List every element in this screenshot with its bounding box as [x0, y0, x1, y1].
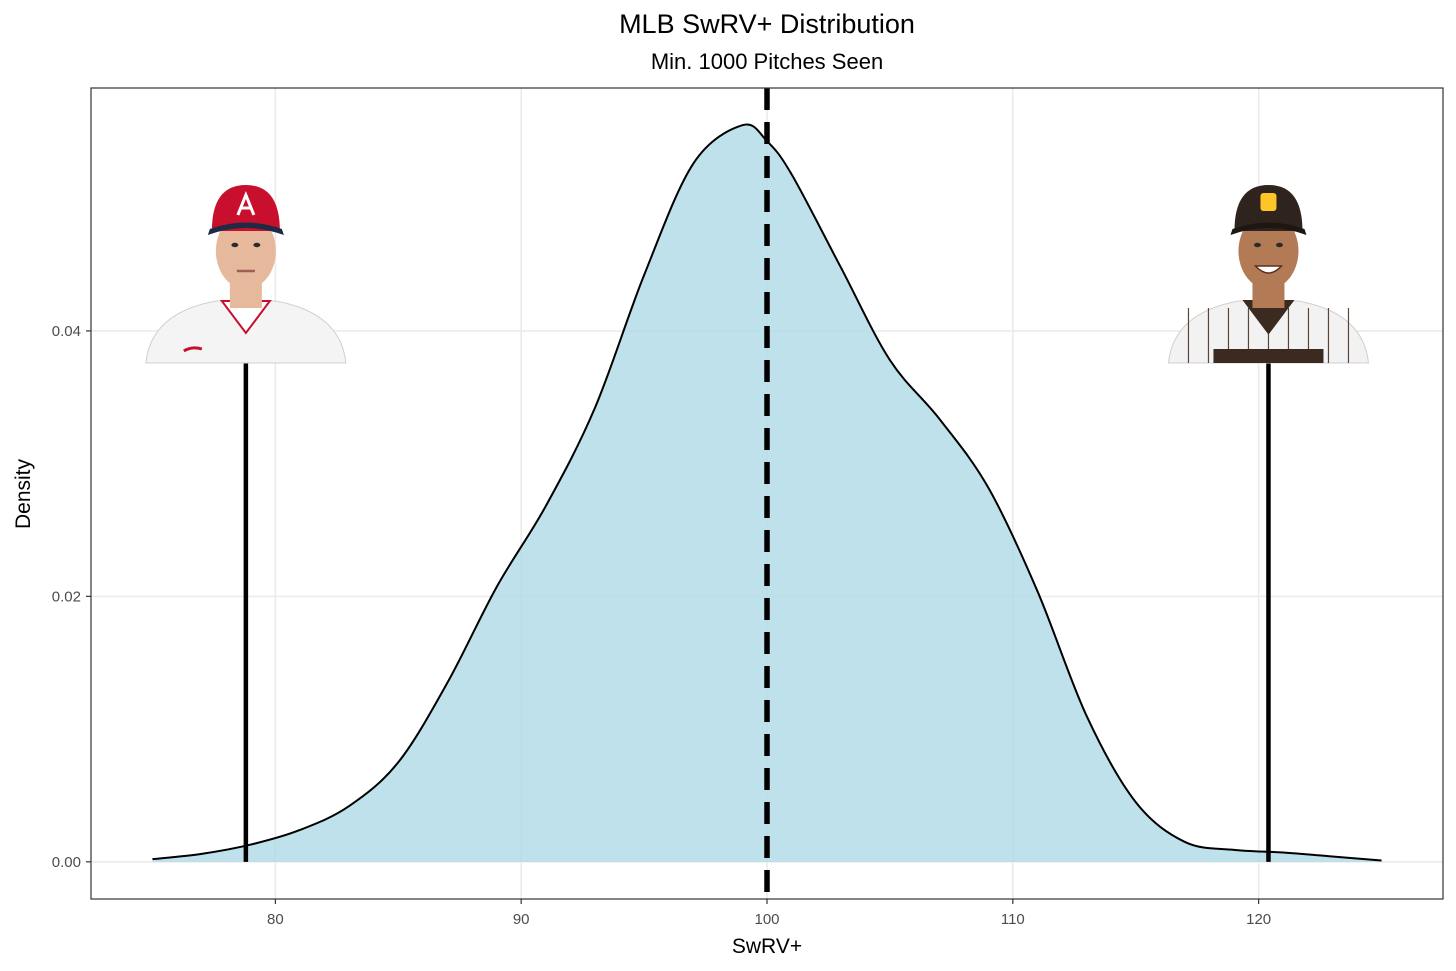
smile-shape	[1253, 265, 1284, 274]
team-logo-icon	[1260, 193, 1277, 211]
x-tick-label: 100	[754, 911, 779, 928]
jersey-lettering-shape	[1213, 349, 1324, 363]
face-shape	[215, 213, 276, 289]
y-axis-title: Density	[12, 458, 35, 529]
player-headshot-left	[145, 185, 347, 364]
eye-shape	[253, 242, 261, 248]
chart-title: MLB SwRV+ Distribution	[619, 9, 915, 39]
eye-shape	[231, 242, 239, 248]
y-tick-label: 0.02	[52, 588, 81, 605]
x-axis-title: SwRV+	[732, 935, 802, 958]
plot-panel	[90, 87, 1444, 900]
eye-shape	[1275, 242, 1283, 248]
face-shape	[1238, 213, 1299, 289]
cap-brim-shape	[207, 222, 284, 235]
y-tick-label: 0.04	[52, 323, 81, 340]
x-tick-label: 110	[1001, 911, 1025, 928]
team-logo-icon	[236, 190, 256, 216]
chart-subtitle: Min. 1000 Pitches Seen	[651, 49, 883, 74]
y-axis-ticks: 0.00 0.02 0.04	[52, 323, 91, 871]
player-markers	[145, 185, 1370, 862]
density-area	[152, 124, 1382, 862]
x-tick-label: 120	[1246, 911, 1271, 928]
x-axis-ticks: 80 90 100 110 120	[267, 899, 1271, 928]
eye-shape	[1253, 242, 1261, 248]
cap-brim-shape	[1230, 222, 1307, 235]
x-tick-label: 80	[267, 911, 284, 928]
player-headshot-right	[1167, 185, 1370, 364]
y-tick-label: 0.00	[52, 854, 81, 871]
x-tick-label: 90	[513, 911, 530, 928]
swoosh-icon	[183, 346, 203, 353]
